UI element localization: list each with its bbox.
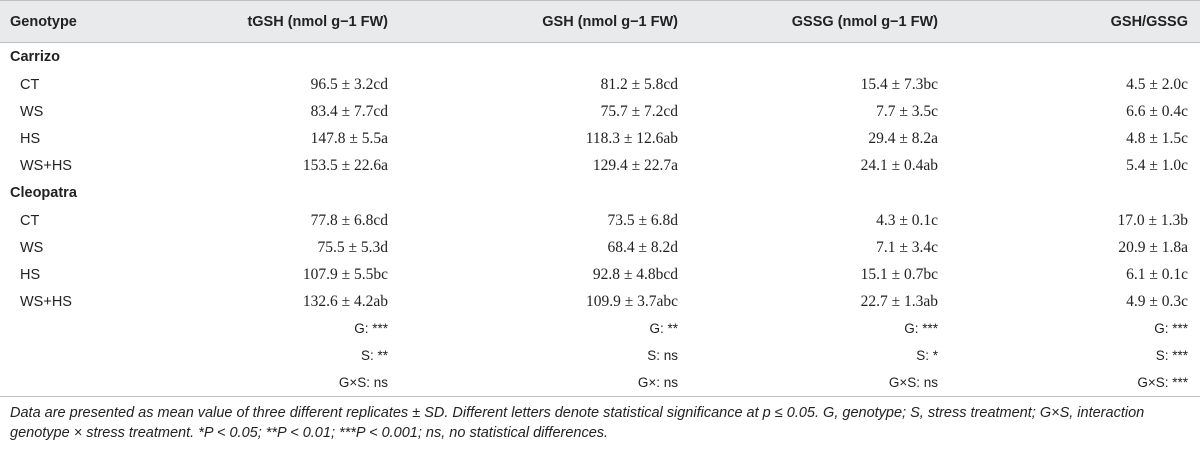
gsh-cell: 118.3 ± 12.6ab	[585, 129, 678, 147]
table-row: HS 107.9 ± 5.5bc 92.8 ± 4.8bcd 15.1 ± 0.…	[0, 261, 1200, 288]
treatment-cell: WS	[20, 239, 44, 256]
ratio-cell: 4.8 ± 1.5c	[1126, 129, 1188, 147]
header-tgsh: tGSH (nmol g−1 FW)	[200, 0, 400, 43]
stat-cell: S: **	[360, 348, 388, 363]
tgsh-cell: 132.6 ± 4.2ab	[302, 292, 388, 310]
header-row: Genotype tGSH (nmol g−1 FW) GSH (nmol g−…	[0, 0, 1200, 43]
ratio-cell: 4.5 ± 2.0c	[1126, 75, 1188, 93]
table-footnote: Data are presented as mean value of thre…	[10, 404, 1145, 441]
stats-row: G: *** G: ** G: *** G: ***	[0, 315, 1200, 342]
treatment-cell: HS	[20, 266, 41, 283]
treatment-cell: CT	[20, 212, 40, 229]
table-row: CT 96.5 ± 3.2cd 81.2 ± 5.8cd 15.4 ± 7.3b…	[0, 71, 1200, 98]
table-row: WS 83.4 ± 7.7cd 75.7 ± 7.2cd 7.7 ± 3.5c …	[0, 98, 1200, 125]
gssg-cell: 7.1 ± 3.4c	[876, 238, 938, 256]
tgsh-cell: 83.4 ± 7.7cd	[310, 102, 388, 120]
ratio-cell: 20.9 ± 1.8a	[1118, 238, 1188, 256]
stat-cell: G: **	[649, 321, 678, 336]
stat-cell: G×S: ns	[690, 369, 950, 397]
stat-cell: G: ***	[354, 321, 388, 336]
treatment-cell: CT	[20, 76, 40, 93]
group-row: Cleopatra	[0, 179, 1200, 207]
gssg-cell: 22.7 ± 1.3ab	[860, 292, 938, 310]
gsh-cell: 68.4 ± 8.2d	[607, 238, 678, 256]
gssg-cell: 7.7 ± 3.5c	[876, 102, 938, 120]
tgsh-cell: 147.8 ± 5.5a	[310, 129, 388, 147]
tgsh-cell: 77.8 ± 6.8cd	[310, 211, 388, 229]
ratio-cell: 6.6 ± 0.4c	[1126, 102, 1188, 120]
stats-row: S: ** S: ns S: * S: ***	[0, 342, 1200, 369]
gsh-cell: 109.9 ± 3.7abc	[585, 292, 678, 310]
gsh-cell: 75.7 ± 7.2cd	[600, 102, 678, 120]
tgsh-cell: 107.9 ± 5.5bc	[302, 265, 388, 283]
ratio-cell: 5.4 ± 1.0c	[1126, 156, 1188, 174]
stat-cell: G×S: ***	[950, 369, 1200, 397]
treatment-cell: WS+HS	[20, 157, 72, 174]
gssg-cell: 15.4 ± 7.3bc	[860, 75, 938, 93]
stat-cell: G: ***	[1154, 321, 1188, 336]
tgsh-cell: 96.5 ± 3.2cd	[310, 75, 388, 93]
ratio-cell: 4.9 ± 0.3c	[1126, 292, 1188, 310]
gssg-cell: 4.3 ± 0.1c	[876, 211, 938, 229]
gsh-cell: 73.5 ± 6.8d	[607, 211, 678, 229]
gsh-cell: 129.4 ± 22.7a	[592, 156, 678, 174]
data-table: Genotype tGSH (nmol g−1 FW) GSH (nmol g−…	[0, 0, 1200, 397]
gsh-cell: 92.8 ± 4.8bcd	[592, 265, 678, 283]
stat-cell: G×: ns	[400, 369, 690, 397]
stat-cell: S: ***	[1155, 348, 1188, 363]
treatment-cell: HS	[20, 130, 41, 147]
gssg-cell: 15.1 ± 0.7bc	[860, 265, 938, 283]
table-row: CT 77.8 ± 6.8cd 73.5 ± 6.8d 4.3 ± 0.1c 1…	[0, 207, 1200, 234]
table-row: WS+HS 153.5 ± 22.6a 129.4 ± 22.7a 24.1 ±…	[0, 152, 1200, 179]
stat-cell: S: ns	[647, 348, 678, 363]
gsh-cell: 81.2 ± 5.8cd	[600, 75, 678, 93]
treatment-cell: WS+HS	[20, 293, 72, 310]
stat-cell: G×S: ns	[200, 369, 400, 397]
ratio-cell: 6.1 ± 0.1c	[1126, 265, 1188, 283]
header-genotype: Genotype	[0, 0, 200, 43]
ratio-cell: 17.0 ± 1.3b	[1117, 211, 1188, 229]
gssg-cell: 24.1 ± 0.4ab	[860, 156, 938, 174]
tgsh-cell: 75.5 ± 5.3d	[317, 238, 388, 256]
header-gsh: GSH (nmol g−1 FW)	[400, 0, 690, 43]
stat-cell: S: *	[916, 348, 938, 363]
group-name: Cleopatra	[10, 185, 77, 201]
gssg-cell: 29.4 ± 8.2a	[868, 129, 938, 147]
tgsh-cell: 153.5 ± 22.6a	[302, 156, 388, 174]
treatment-cell: WS	[20, 103, 44, 120]
table-row: HS 147.8 ± 5.5a 118.3 ± 12.6ab 29.4 ± 8.…	[0, 125, 1200, 152]
header-ratio: GSH/GSSG	[950, 0, 1200, 43]
stats-row: G×S: ns G×: ns G×S: ns G×S: ***	[0, 369, 1200, 397]
table-row: WS 75.5 ± 5.3d 68.4 ± 8.2d 7.1 ± 3.4c 20…	[0, 234, 1200, 261]
table-row: WS+HS 132.6 ± 4.2ab 109.9 ± 3.7abc 22.7 …	[0, 288, 1200, 315]
header-gssg: GSSG (nmol g−1 FW)	[690, 0, 950, 43]
group-name: Carrizo	[10, 49, 60, 65]
table-figure: Genotype tGSH (nmol g−1 FW) GSH (nmol g−…	[0, 0, 1200, 441]
group-row: Carrizo	[0, 43, 1200, 72]
stat-cell: G: ***	[904, 321, 938, 336]
